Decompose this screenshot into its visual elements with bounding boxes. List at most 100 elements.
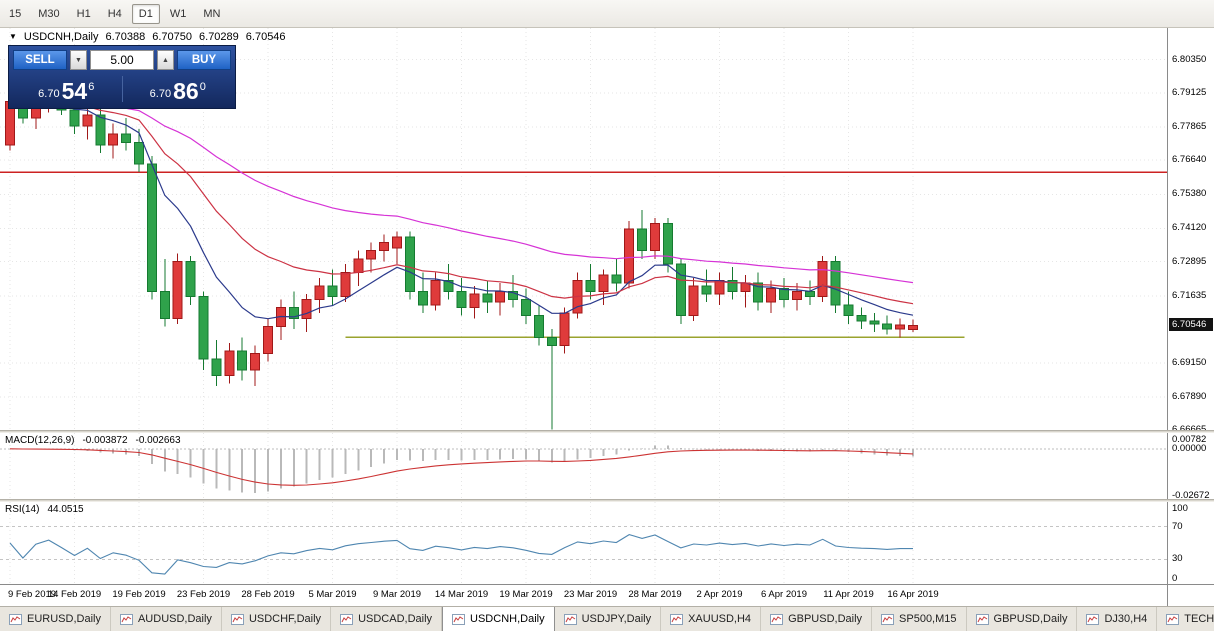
price-scale-label: 0: [1172, 573, 1178, 584]
price-scale-label: 70: [1172, 520, 1183, 532]
tab-label: EURUSD,Daily: [27, 613, 101, 625]
date-label: 14 Feb 2019: [47, 589, 102, 600]
date-label: 11 Apr 2019: [823, 589, 874, 600]
date-label: 23 Feb 2019: [176, 589, 231, 600]
chart-tab-icon: [670, 613, 684, 625]
tab-gbpusd-daily[interactable]: GBPUSD,Daily: [761, 607, 873, 631]
timeframe-d1[interactable]: D1: [131, 3, 160, 24]
volume-input[interactable]: 5.00: [90, 50, 154, 70]
buy-price-display[interactable]: 6.70 86 0: [125, 74, 232, 104]
price-scale-label: 0.00782: [1172, 434, 1207, 445]
price-scale-label: 6.80350: [1172, 53, 1207, 65]
tab-label: SP500,M15: [899, 613, 957, 625]
ohlc-open: 6.70388: [105, 31, 146, 43]
one-click-trading-toggle-icon[interactable]: ▼: [9, 32, 17, 41]
tab-eurusd-daily[interactable]: EURUSD,Daily: [0, 607, 111, 631]
price-scale-label: 6.69150: [1172, 357, 1207, 369]
tab-label: GBPUSD,Daily: [993, 613, 1068, 625]
timeframe-m30[interactable]: M30: [38, 7, 60, 20]
price-scale-label: -0.02672: [1172, 489, 1210, 501]
price-scale-label: 6.71635: [1172, 289, 1207, 301]
tab-sp500-m15[interactable]: SP500,M15: [872, 607, 967, 631]
one-click-trade-panel: SELL ▼ 5.00 ▲ BUY 6.70 54 6 6.70 86 0: [8, 45, 236, 109]
date-label: 14 Mar 2019: [434, 589, 489, 600]
current-price-tag: 6.70546: [1169, 318, 1213, 332]
tab-usdjpy-daily[interactable]: USDJPY,Daily: [555, 607, 662, 631]
price-scale-label: 6.77865: [1172, 121, 1207, 132]
date-label: 16 Apr 2019: [887, 589, 939, 600]
ohlc-low: 6.70289: [199, 31, 239, 43]
ohlc-close: 6.70546: [245, 31, 286, 43]
chart-tab-icon: [9, 613, 22, 625]
tab-label: GBPUSD,Daily: [788, 613, 863, 625]
tab-gbpusd-daily[interactable]: GBPUSD,Daily: [967, 607, 1078, 631]
chart-symbol-label: USDCNH,Daily: [23, 31, 99, 43]
price-scale: 6.70546 6.80350 6.79125 6.77865 6.76640 6.75…: [1167, 28, 1214, 606]
macd-indicator-label: MACD(12,26,9) -0.003872 -0.002663: [5, 435, 181, 446]
sell-button[interactable]: SELL: [13, 50, 67, 70]
timeframe-h1[interactable]: H1: [76, 7, 91, 20]
tab-xauusd-h4[interactable]: XAUUSD,H4: [661, 607, 762, 631]
pane-divider[interactable]: [0, 499, 1214, 502]
timeframe-w1[interactable]: W1: [169, 7, 187, 20]
price-scale-label: 6.75380: [1172, 188, 1207, 200]
chart-tab-icon: [1166, 613, 1180, 625]
price-scale-label: 30: [1172, 553, 1183, 565]
timeframe-h4[interactable]: H4: [107, 7, 122, 20]
tab-dj30-h4[interactable]: DJ30,H4: [1077, 607, 1158, 631]
chart-tab-icon: [770, 613, 784, 625]
date-label: 23 Mar 2019: [563, 589, 618, 600]
date-label: 19 Feb 2019: [112, 589, 166, 600]
timeframe-toolbar: 15 M30 H1 H4 D1 W1 MN: [0, 0, 1214, 28]
macd-main-value: -0.003872: [82, 435, 128, 446]
tab-label: DJ30,H4: [1104, 613, 1148, 625]
chart-tabs-bar: EURUSD,Daily AUDUSD,Daily USDCHF,Daily USDC…: [0, 606, 1214, 631]
price-divider: [121, 76, 123, 102]
tab-usdcnh-daily[interactable]: USDCNH,Daily: [442, 607, 555, 631]
price-scale-label: 6.72895: [1172, 255, 1207, 267]
date-label: 28 Feb 2019: [241, 589, 295, 600]
timeframe-mn[interactable]: MN: [203, 7, 221, 20]
buy-price-pips: 86: [173, 78, 199, 104]
date-label: 2 Apr 2019: [696, 589, 743, 600]
volume-stepper-up[interactable]: ▲: [157, 50, 174, 70]
price-scale-label: 6.79125: [1172, 86, 1207, 98]
tab-audusd-daily[interactable]: AUDUSD,Daily: [111, 607, 222, 631]
timeframe-15[interactable]: 15: [9, 7, 22, 20]
tab-tech100-h1[interactable]: TECH100,H1: [1157, 607, 1214, 631]
price-scale-label: 6.66665: [1172, 424, 1206, 435]
sell-price-point: 6: [88, 81, 95, 93]
rsi-value: 44.0515: [47, 504, 84, 515]
date-label: 19 Mar 2019: [499, 589, 553, 600]
sell-price-prefix: 6.70: [38, 88, 60, 100]
price-scale-label: 0.00000: [1172, 442, 1207, 454]
tab-usdcad-daily[interactable]: USDCAD,Daily: [331, 607, 443, 631]
chart-tab-icon: [563, 613, 577, 625]
time-axis: 9 Feb 2019 14 Feb 2019 19 Feb 2019 23 Feb 2…: [0, 586, 1167, 606]
chart-tab-icon: [881, 613, 895, 625]
buy-button[interactable]: BUY: [177, 50, 231, 70]
time-axis-divider: [0, 584, 1214, 585]
chart-window: ▼ USDCNH,Daily 6.70388 6.70750 6.70289 6…: [0, 28, 1214, 606]
date-label: 9 Feb 2019: [8, 589, 57, 600]
macd-signal-value: -0.002663: [135, 435, 181, 446]
chart-tab-icon: [340, 613, 354, 625]
tab-label: USDCNH,Daily: [470, 613, 545, 625]
pane-divider[interactable]: [0, 430, 1214, 433]
macd-indicator-canvas[interactable]: [0, 433, 1167, 499]
sell-price-display[interactable]: 6.70 54 6: [13, 74, 120, 104]
volume-stepper-down[interactable]: ▼: [70, 50, 87, 70]
rsi-indicator-label: RSI(14) 44.0515: [5, 504, 84, 515]
date-label: 28 Mar 2019: [628, 589, 682, 600]
tab-label: AUDUSD,Daily: [137, 613, 212, 625]
chart-tab-icon: [452, 613, 466, 625]
sell-price-pips: 54: [61, 78, 88, 104]
buy-price-prefix: 6.70: [149, 88, 172, 100]
rsi-indicator-canvas[interactable]: [0, 502, 1167, 584]
chart-tab-icon: [1086, 613, 1100, 625]
tab-label: USDCHF,Daily: [248, 613, 322, 625]
tab-label: USDCAD,Daily: [358, 613, 433, 625]
macd-name: MACD(12,26,9): [5, 435, 75, 446]
tab-usdchf-daily[interactable]: USDCHF,Daily: [222, 607, 332, 631]
